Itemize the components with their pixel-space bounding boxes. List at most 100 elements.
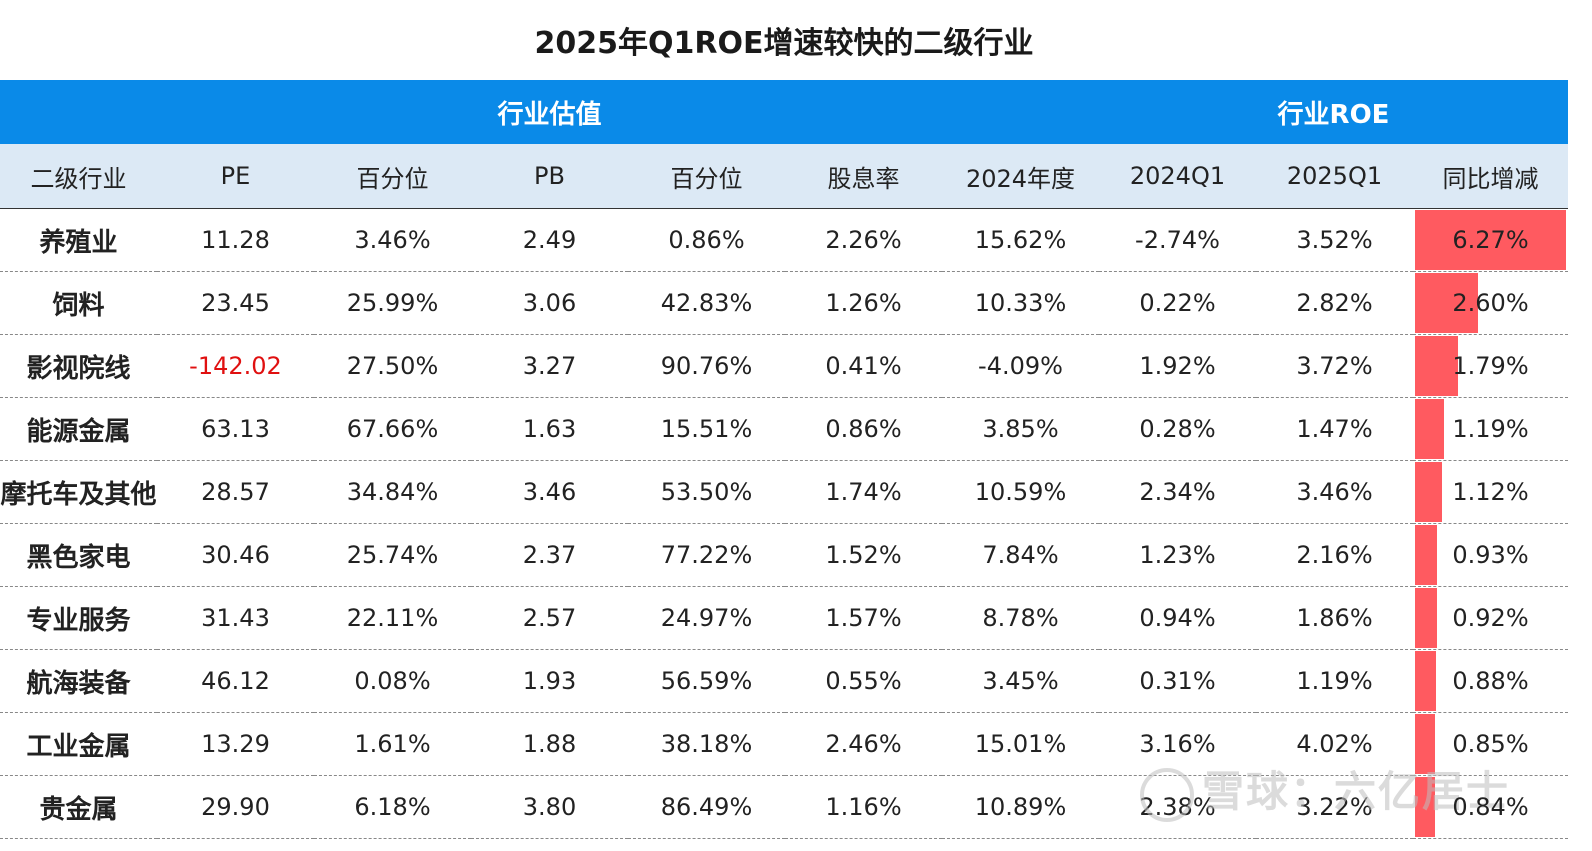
yoy-change-bar bbox=[1415, 273, 1478, 333]
table-cell: 3.46% bbox=[314, 208, 471, 272]
table-cell: 1.86% bbox=[1256, 586, 1413, 650]
yoy-change-label: 6.27% bbox=[1452, 226, 1529, 254]
table-cell: 15.01% bbox=[942, 712, 1099, 776]
table-cell: 3.22% bbox=[1256, 775, 1413, 839]
yoy-change-label: 2.60% bbox=[1452, 289, 1529, 317]
yoy-change-bar bbox=[1415, 399, 1444, 459]
table-cell: 3.72% bbox=[1256, 334, 1413, 398]
yoy-change-cell: 1.19% bbox=[1413, 397, 1568, 461]
table-cell: 15.62% bbox=[942, 208, 1099, 272]
table-cell: 10.59% bbox=[942, 460, 1099, 524]
table-cell: 90.76% bbox=[628, 334, 785, 398]
group-roe: 行业ROE bbox=[1099, 80, 1568, 144]
watermark-text: 雪球：六亿居士 bbox=[1202, 767, 1511, 816]
table-cell: 1.88 bbox=[471, 712, 628, 776]
table-cell: 2.34% bbox=[1099, 460, 1256, 524]
watermark: 雪球：六亿居士 bbox=[1140, 758, 1510, 822]
yoy-change-label: 1.12% bbox=[1452, 478, 1529, 506]
table-cell: 1.74% bbox=[785, 460, 942, 524]
table-cell: 77.22% bbox=[628, 523, 785, 587]
yoy-change-bar bbox=[1415, 777, 1436, 837]
table-row: 黑色家电 30.46 25.74% 2.37 77.22% 1.52% 7.84% 1.23%… bbox=[0, 523, 1568, 587]
table-cell: 3.80 bbox=[471, 775, 628, 839]
column-header: 2025Q1 bbox=[1256, 144, 1413, 209]
table-cell: 0.31% bbox=[1099, 649, 1256, 713]
yoy-change-cell: 0.85% bbox=[1413, 712, 1568, 776]
table-row: 航海装备 46.12 0.08% 1.93 56.59% 0.55% 3.45% 0.31% 1… bbox=[0, 649, 1568, 713]
table-row: 能源金属 63.13 67.66% 1.63 15.51% 0.86% 3.85% 0.28%… bbox=[0, 397, 1568, 461]
yoy-change-label: 0.92% bbox=[1452, 604, 1529, 632]
table-cell: 8.78% bbox=[942, 586, 1099, 650]
table-cell: 2.49 bbox=[471, 208, 628, 272]
table-cell: 28.57 bbox=[157, 460, 314, 524]
table-cell: 13.29 bbox=[157, 712, 314, 776]
table-cell: 11.28 bbox=[157, 208, 314, 272]
yoy-change-label: 0.84% bbox=[1452, 793, 1529, 821]
yoy-change-label: 0.85% bbox=[1452, 730, 1529, 758]
table-row: 饲料 23.45 25.99% 3.06 42.83% 1.26% 10.33% 0.22% 2… bbox=[0, 271, 1568, 335]
table-cell: 42.83% bbox=[628, 271, 785, 335]
table-cell: 22.11% bbox=[314, 586, 471, 650]
industry-name: 贵金属 bbox=[0, 775, 157, 839]
table-cell: 0.86% bbox=[628, 208, 785, 272]
table-cell: 29.90 bbox=[157, 775, 314, 839]
table-cell: 2.46% bbox=[785, 712, 942, 776]
yoy-change-cell: 1.12% bbox=[1413, 460, 1568, 524]
column-header: 2024Q1 bbox=[1099, 144, 1256, 209]
table-cell: 0.55% bbox=[785, 649, 942, 713]
table-cell: 46.12 bbox=[157, 649, 314, 713]
table-cell: -2.74% bbox=[1099, 208, 1256, 272]
industry-name: 黑色家电 bbox=[0, 523, 157, 587]
yoy-change-bar bbox=[1415, 462, 1442, 522]
table-cell: 0.94% bbox=[1099, 586, 1256, 650]
industry-name: 饲料 bbox=[0, 271, 157, 335]
yoy-change-label: 1.79% bbox=[1452, 352, 1529, 380]
table-cell: 3.85% bbox=[942, 397, 1099, 461]
yoy-change-cell: 2.60% bbox=[1413, 271, 1568, 335]
table-cell: 0.22% bbox=[1099, 271, 1256, 335]
yoy-change-bar bbox=[1415, 210, 1566, 270]
industry-name: 专业服务 bbox=[0, 586, 157, 650]
group-header-row: 行业估值 行业ROE bbox=[0, 80, 1568, 144]
industry-name: 工业金属 bbox=[0, 712, 157, 776]
snowball-logo-icon bbox=[1140, 767, 1194, 822]
column-header-row: 二级行业 PE 百分位 PB 百分位 股息率 2024年度 2024Q1 2025Q1 同比增减 bbox=[0, 144, 1568, 209]
table-cell: -4.09% bbox=[942, 334, 1099, 398]
table-cell: 2.16% bbox=[1256, 523, 1413, 587]
yoy-change-cell: 0.92% bbox=[1413, 586, 1568, 650]
table-cell: 27.50% bbox=[314, 334, 471, 398]
yoy-change-cell: 0.93% bbox=[1413, 523, 1568, 587]
table-row: 影视院线 -142.02 27.50% 3.27 90.76% 0.41% -4.09% 1.… bbox=[0, 334, 1568, 398]
table-cell: 2.57 bbox=[471, 586, 628, 650]
industry-name: 摩托车及其他 bbox=[0, 460, 157, 524]
table-cell: 24.97% bbox=[628, 586, 785, 650]
table-cell: 2.82% bbox=[1256, 271, 1413, 335]
group-valuation: 行业估值 bbox=[0, 80, 1099, 144]
table-cell: 1.16% bbox=[785, 775, 942, 839]
table-cell: 10.89% bbox=[942, 775, 1099, 839]
table-cell: 7.84% bbox=[942, 523, 1099, 587]
column-header: 股息率 bbox=[785, 144, 942, 209]
industry-name: 养殖业 bbox=[0, 208, 157, 272]
yoy-change-cell: 0.84% bbox=[1413, 775, 1568, 839]
table-body: 养殖业 11.28 3.46% 2.49 0.86% 2.26% 15.62% -2.74% 3… bbox=[0, 208, 1568, 839]
column-header: PE bbox=[157, 144, 314, 209]
chart-title: 2025年Q1ROE增速较快的二级行业 bbox=[534, 26, 1034, 61]
industry-name: 航海装备 bbox=[0, 649, 157, 713]
column-header: 同比增减 bbox=[1413, 144, 1568, 209]
table-cell: 1.23% bbox=[1099, 523, 1256, 587]
table-cell: 1.47% bbox=[1256, 397, 1413, 461]
yoy-change-label: 0.88% bbox=[1452, 667, 1529, 695]
table-cell: 56.59% bbox=[628, 649, 785, 713]
table-cell: 1.26% bbox=[785, 271, 942, 335]
table-cell: 1.63 bbox=[471, 397, 628, 461]
table-cell: 86.49% bbox=[628, 775, 785, 839]
table-cell: 15.51% bbox=[628, 397, 785, 461]
table-cell: -142.02 bbox=[157, 334, 314, 398]
table-row: 养殖业 11.28 3.46% 2.49 0.86% 2.26% 15.62% -2.74% 3… bbox=[0, 208, 1568, 272]
table-cell: 31.43 bbox=[157, 586, 314, 650]
table-cell: 3.16% bbox=[1099, 712, 1256, 776]
table-cell: 67.66% bbox=[314, 397, 471, 461]
table-row: 摩托车及其他 28.57 34.84% 3.46 53.50% 1.74% 10.59% 2.… bbox=[0, 460, 1568, 524]
table-cell: 0.28% bbox=[1099, 397, 1256, 461]
